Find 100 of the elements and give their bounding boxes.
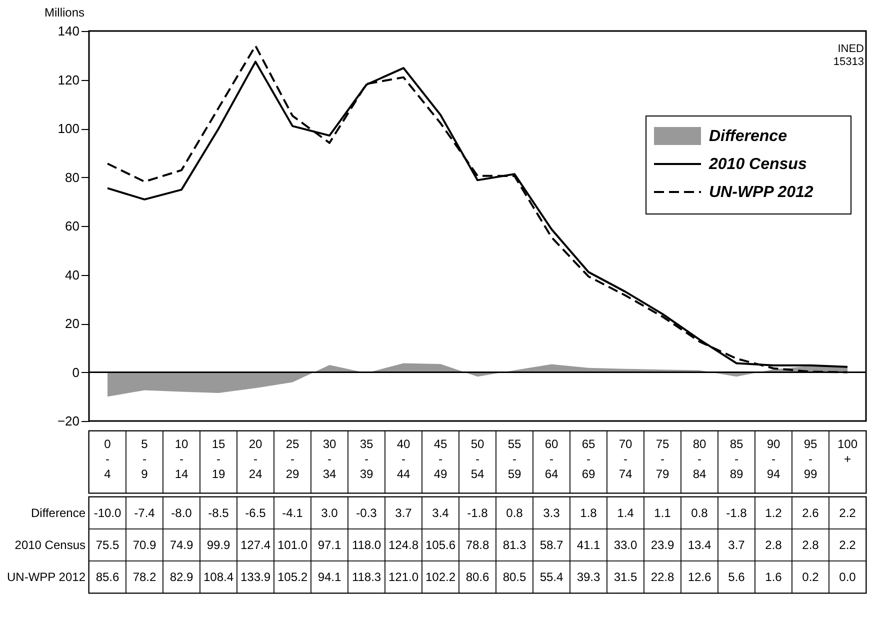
data-label: 0.8: [691, 506, 708, 520]
x-tick-label: 15-19: [212, 437, 226, 481]
data-label: 94.1: [318, 570, 342, 584]
x-tick-label: 65-69: [582, 437, 596, 481]
y-tick-label: 80: [65, 170, 80, 185]
data-label: 2.6: [802, 506, 820, 520]
data-label: -8.0: [171, 506, 192, 520]
data-label: 23.9: [650, 538, 674, 552]
x-tick-label: 45-49: [434, 437, 448, 481]
data-label: 2.8: [765, 538, 782, 552]
data-label: -0.3: [356, 506, 378, 520]
data-label: 133.9: [240, 570, 271, 584]
x-tick-label: 55-59: [508, 437, 522, 481]
data-label: 80.6: [466, 570, 490, 584]
x-tick-label: 5-9: [141, 437, 148, 481]
data-label: 1.6: [765, 570, 782, 584]
y-tick-label: 140: [58, 24, 80, 38]
data-label: 39.3: [576, 570, 600, 584]
data-label: 118.3: [352, 570, 382, 584]
data-label: 78.8: [466, 538, 490, 552]
data-label: 3.7: [728, 538, 746, 552]
data-label: -1.8: [467, 506, 488, 520]
data-label: 3.4: [432, 506, 450, 520]
data-label: -8.5: [208, 506, 230, 520]
data-label: 0.8: [506, 506, 524, 520]
text: Difference: [31, 506, 86, 520]
x-tick-label: 0-4: [104, 437, 112, 481]
y-tick-label: 100: [58, 121, 80, 136]
y-tick-label: −20: [57, 414, 80, 428]
data-label: 78.2: [132, 570, 156, 584]
data-label: 1.4: [617, 506, 634, 520]
data-label: 124.8: [388, 538, 419, 552]
x-tick-label: 85-89: [730, 437, 744, 481]
x-tick-label: 40-44: [396, 437, 410, 481]
data-label: 105.2: [277, 570, 308, 584]
legend-label: UN-WPP 2012: [709, 184, 814, 201]
x-tick-label: 25-29: [286, 437, 300, 481]
x-tick-label: 95-99: [804, 437, 818, 481]
y-tick-label: 40: [65, 267, 80, 282]
y-tick-label: 60: [65, 218, 80, 234]
data-label: 55.4: [540, 570, 564, 584]
data-label: 108.4: [203, 570, 234, 584]
legend-label: 2010 Census: [708, 156, 807, 173]
data-label: 5.6: [728, 570, 746, 584]
data-label: 0.0: [839, 570, 856, 584]
data-label: 97.1: [318, 538, 342, 552]
text: 2010 Census: [14, 538, 86, 552]
x-tick-label: 75-79: [656, 437, 670, 481]
data-label: 81.3: [502, 538, 526, 552]
data-label: 82.9: [170, 570, 194, 584]
data-label: 1.2: [765, 506, 782, 520]
y-tick-label: 0: [72, 364, 80, 380]
annotation: INED 15313: [833, 43, 864, 68]
x-tick-label: 35-39: [360, 437, 374, 481]
y-axis-title: Millions: [44, 6, 85, 20]
data-label: 2.2: [839, 538, 856, 552]
data-label: 58.7: [540, 538, 564, 552]
data-label: 118.0: [352, 538, 382, 552]
data-label: 13.4: [688, 538, 712, 552]
x-tick-label: 70-74: [618, 437, 632, 481]
y-tick-label: 120: [58, 72, 80, 88]
data-label: 22.8: [650, 570, 674, 584]
data-label: 1.1: [654, 506, 672, 520]
x-tick-label: 100+: [837, 437, 858, 466]
data-label: 3.3: [543, 506, 560, 520]
data-label: 33.0: [614, 538, 638, 552]
data-label: 75.5: [96, 538, 120, 552]
x-tick-label: 30-34: [322, 437, 336, 481]
data-label: 3.7: [395, 506, 412, 520]
data-label: 105.6: [425, 538, 456, 552]
data-label: 99.9: [206, 538, 230, 552]
data-label: 3.0: [321, 506, 338, 520]
x-tick-label: 60-64: [544, 437, 558, 481]
data-label: 80.5: [502, 570, 526, 584]
data-label: 41.1: [576, 538, 600, 552]
data-label: -10.0: [94, 506, 122, 520]
x-tick-label: 90-94: [766, 437, 780, 481]
x-tick-label: 80-84: [692, 437, 706, 481]
data-label: 12.6: [688, 570, 712, 584]
x-tick-label: 20-24: [248, 437, 262, 481]
data-label: 127.4: [240, 538, 271, 552]
data-label: 70.9: [132, 538, 156, 552]
x-tick-label: 50-54: [470, 437, 484, 481]
data-label: 2.8: [802, 538, 820, 552]
data-label: -1.8: [726, 506, 748, 520]
data-label: 74.9: [170, 538, 194, 552]
data-label: 2.2: [839, 506, 856, 520]
data-label: 121.0: [388, 570, 419, 584]
data-label: 102.2: [425, 570, 456, 584]
legend-label: Difference: [709, 128, 788, 145]
data-label: 31.5: [614, 570, 638, 584]
data-label: 85.6: [96, 570, 120, 584]
data-label: 0.2: [802, 570, 820, 584]
x-tick-label: 10-14: [174, 437, 188, 481]
data-label: -4.1: [282, 506, 304, 520]
data-label: -7.4: [134, 506, 156, 520]
data-label: 101.0: [277, 538, 308, 552]
data-label: -6.5: [245, 506, 266, 520]
text: UN-WPP 2012: [7, 570, 86, 584]
y-tick-label: 20: [65, 316, 80, 331]
